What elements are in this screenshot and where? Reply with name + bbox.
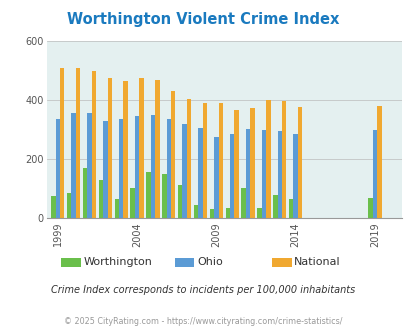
Text: Worthington: Worthington [83,257,152,267]
Bar [186,99,191,218]
Bar [230,134,234,218]
Bar [214,137,218,218]
Bar [257,208,261,218]
Bar [297,108,302,218]
Bar [266,100,270,218]
Bar [123,81,128,218]
Bar [281,101,286,218]
Bar [67,193,71,218]
Bar [194,205,198,218]
Bar [376,106,381,218]
Bar [171,91,175,218]
Bar [92,71,96,218]
Text: National: National [294,257,340,267]
Bar [202,103,207,218]
Bar [372,130,376,218]
Bar [55,119,60,218]
Bar [155,80,159,218]
Bar [60,68,64,218]
Bar [130,188,134,218]
Text: Worthington Violent Crime Index: Worthington Violent Crime Index [67,12,338,26]
Bar [245,129,250,218]
Bar [261,129,266,218]
Bar [119,119,123,218]
Bar [209,209,214,218]
Bar [288,199,293,218]
Bar [182,124,186,218]
Bar [367,198,372,218]
Bar [76,68,80,218]
Bar [166,119,171,218]
Bar [273,195,277,218]
Bar [150,115,155,218]
Bar [51,196,55,218]
Bar [162,174,166,218]
Bar [87,113,92,218]
Bar [139,78,143,218]
Text: © 2025 CityRating.com - https://www.cityrating.com/crime-statistics/: © 2025 CityRating.com - https://www.city… [64,317,341,326]
Bar [107,78,112,218]
Bar [146,172,150,218]
Bar [71,113,76,218]
Bar [198,128,202,218]
Bar [250,108,254,218]
Text: Crime Index corresponds to incidents per 100,000 inhabitants: Crime Index corresponds to incidents per… [51,285,354,295]
Bar [218,103,222,218]
Bar [98,180,103,218]
Bar [241,188,245,218]
Bar [103,121,107,218]
Bar [114,199,119,218]
Bar [134,116,139,218]
Text: Ohio: Ohio [196,257,222,267]
Bar [225,208,230,218]
Bar [277,131,281,218]
Bar [83,168,87,218]
Bar [293,134,297,218]
Bar [234,111,238,218]
Bar [177,184,182,218]
